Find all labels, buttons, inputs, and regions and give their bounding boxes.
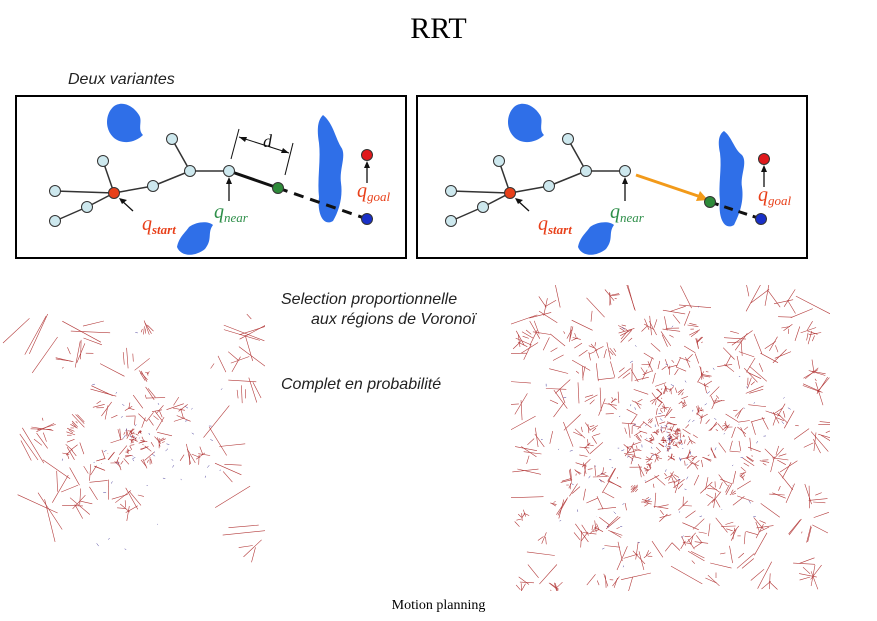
tree-node <box>580 165 592 177</box>
bullet-voronoi-line1: Selection proportionnelle <box>281 291 458 308</box>
obstacle-bottom <box>578 222 614 255</box>
tree-node <box>147 180 159 192</box>
rrt-variant-panel-2: qstart qnear qgoal <box>416 95 808 259</box>
bullet-voronoi-line2: aux régions de Voronoï <box>311 311 476 328</box>
svg-text:qstart: qstart <box>142 213 176 237</box>
q-goal-label: q <box>357 180 367 202</box>
rrt-variant-diagram-1: d qstart qnear qgoal <box>49 103 391 255</box>
tree-node <box>81 201 93 213</box>
svg-text:qnear: qnear <box>214 201 249 225</box>
new-node <box>704 196 716 208</box>
q-start-node <box>108 187 120 199</box>
obstacle-top <box>508 103 544 143</box>
tree-node <box>445 215 457 227</box>
new-node <box>272 182 284 194</box>
q-near-node <box>223 165 235 177</box>
tree-node <box>49 215 61 227</box>
q-near-subscript: near <box>620 210 645 225</box>
tree-node <box>166 133 178 145</box>
svg-text:qgoal: qgoal <box>357 180 391 204</box>
q-goal-node <box>758 153 770 165</box>
rrt-voronoi-small-image <box>2 313 265 563</box>
q-start-node <box>504 187 516 199</box>
obstacle-right <box>718 131 745 227</box>
tree-node <box>97 155 109 167</box>
q-start-subscript: start <box>547 222 572 237</box>
section-subtitle: Deux variantes <box>68 71 175 88</box>
q-goal-subscript: goal <box>367 189 391 204</box>
q-start-label: q <box>142 213 152 235</box>
target-node <box>755 213 767 225</box>
obstacle-bottom <box>177 222 213 255</box>
q-goal-subscript: goal <box>768 193 792 208</box>
tree-node <box>493 155 505 167</box>
rrt-voronoi-large-image <box>511 285 830 591</box>
svg-text:qgoal: qgoal <box>758 184 792 208</box>
tree-node <box>184 165 196 177</box>
page-title: RRT <box>410 12 467 45</box>
q-goal-label: q <box>758 184 768 206</box>
q-start-label: q <box>538 213 548 235</box>
bullet-probabilistic-complete: Complet en probabilité <box>281 376 442 393</box>
distance-label-d: d <box>263 131 273 151</box>
tree-node <box>49 185 61 197</box>
obstacle-top <box>107 103 143 143</box>
q-near-label: q <box>214 201 224 223</box>
q-near-subscript: near <box>224 210 249 225</box>
tree-node <box>477 201 489 213</box>
tree-node <box>562 133 574 145</box>
tree-node <box>543 180 555 192</box>
q-near-label: q <box>610 201 620 223</box>
svg-text:qstart: qstart <box>538 213 572 237</box>
q-start-subscript: start <box>151 222 176 237</box>
q-near-node <box>619 165 631 177</box>
rrt-variant-diagram-2: qstart qnear qgoal <box>445 103 792 255</box>
obstacle-right <box>317 115 344 223</box>
rrt-variant-panel-1: d qstart qnear qgoal <box>15 95 407 259</box>
q-goal-node <box>361 149 373 161</box>
footer-text: Motion planning <box>391 598 486 613</box>
svg-text:qnear: qnear <box>610 201 645 225</box>
tree-node <box>445 185 457 197</box>
target-node <box>361 213 373 225</box>
